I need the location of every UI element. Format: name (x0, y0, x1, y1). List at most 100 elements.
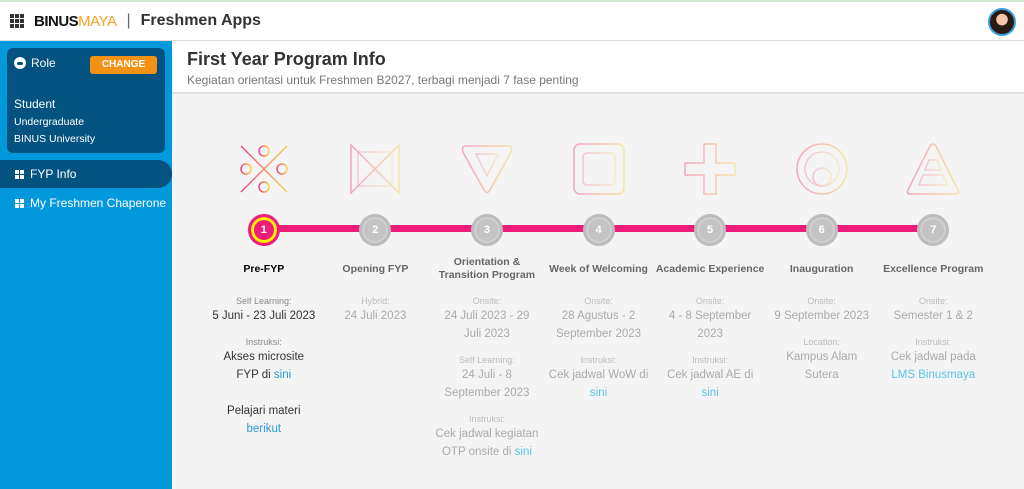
triangle-down-icon (461, 145, 513, 194)
phase-4: 4 Week of Welcoming Onsite: 28 Agustus - 2 … (543, 140, 655, 461)
section-value: 5 Juni - 23 Juli 2023 (208, 307, 319, 325)
step-marker[interactable]: 6 (805, 214, 838, 246)
phase-name: Opening FYP (342, 262, 409, 275)
dashboard-icon (15, 169, 24, 179)
section-text: 24 Juli 2023 - 29 Juli 2023 (444, 310, 530, 340)
nested-circles-icon (795, 143, 848, 195)
phase-6: 6 Inauguration Onsite: 9 September 2023 Loca… (766, 140, 878, 461)
x-circles-icon (240, 145, 288, 193)
phase-1: 1 Pre-FYP Self Learning: 5 Juni - 23 Juli 2… (208, 140, 320, 461)
section-link[interactable]: sini (514, 446, 532, 458)
section-label: Self Learning: (236, 296, 292, 306)
section-label: Location: (803, 337, 840, 347)
section-value: Cek jadwal kegiatan OTP onsite di sini (431, 425, 543, 461)
step-marker[interactable]: 5 (694, 214, 727, 246)
phase-7: 7 Excellence Program Onsite: Semester 1 & 2… (877, 140, 989, 461)
section-value: 24 Juli 2023 - 29 Juli 2023 (431, 307, 543, 343)
sidebar: Role CHANGE Student Undergraduate BINUS … (0, 41, 172, 489)
phase-section: Onsite: Semester 1 & 2 (890, 288, 977, 325)
phase-title: Orientation & Transition Program (431, 254, 543, 284)
step-marker[interactable]: 7 (917, 214, 950, 246)
section-value: 24 Juli 2023 (340, 307, 410, 325)
grid-square-icon (572, 143, 625, 195)
phase-section: Onsite: 28 Agustus - 2 September 2023 (543, 288, 655, 343)
step-marker[interactable]: 4 (582, 214, 615, 246)
step-marker[interactable]: 3 (470, 214, 503, 246)
step-marker[interactable]: 1 (247, 214, 280, 246)
section-value: 28 Agustus - 2 September 2023 (543, 307, 655, 343)
role-value: Student (14, 97, 56, 111)
section-text: Akses microsite FYP di (223, 351, 305, 381)
section-text: Cek jadwal AE di (666, 369, 754, 381)
sidebar-item-label: FYP Info (30, 167, 77, 181)
section-label: Instruksi: (692, 355, 729, 365)
step-marker[interactable]: 2 (359, 214, 392, 246)
section-value: 4 - 8 September 2023 (654, 307, 766, 343)
phase-name: Inauguration (789, 262, 854, 275)
phase-name: Week of Welcoming (549, 262, 648, 275)
app-grid-icon[interactable] (10, 14, 24, 28)
section-label: Onsite: (695, 296, 725, 306)
phase-section: Location: Kampus Alam Sutera (766, 329, 878, 384)
phase-section: Hybrid: 24 Juli 2023 (340, 288, 410, 325)
section-text: 5 Juni - 23 Juli 2023 (212, 310, 316, 322)
dashboard-icon (15, 198, 24, 208)
phase-name: Excellence Program (883, 262, 984, 275)
role-box: Role CHANGE Student Undergraduate BINUS … (7, 48, 165, 153)
role-label: Role (31, 56, 56, 70)
section-text: 24 Juli - 8 September 2023 (444, 369, 530, 399)
section-link[interactable]: sini (589, 387, 608, 399)
section-text: 24 Juli 2023 (344, 310, 407, 322)
section-label: Onsite: (472, 296, 502, 306)
phase-section: Instruksi: Cek jadwal AE di sini (654, 347, 766, 402)
section-link[interactable]: sini (701, 387, 719, 399)
phase-name: Orientation & Transition Program (438, 256, 536, 281)
section-value: 9 September 2023 (770, 307, 873, 325)
section-text: Cek jadwal kegiatan OTP onsite di (435, 428, 539, 458)
section-label: Hybrid: (361, 296, 390, 306)
section-label: Instruksi: (245, 337, 282, 347)
phase-section: Self Learning: 24 Juli - 8 September 2023 (431, 347, 543, 402)
phase-title: Academic Experience (656, 254, 765, 284)
phase-name: Pre-FYP (243, 262, 285, 275)
pyramid-icon (906, 143, 960, 195)
section-label: Self Learning: (459, 355, 515, 365)
phase-title: Week of Welcoming (549, 254, 648, 284)
phase-section: Onsite: 24 Juli 2023 - 29 Juli 2023 (431, 288, 543, 343)
phase-name: Academic Experience (655, 262, 765, 275)
plus-icon (684, 143, 736, 195)
section-link[interactable]: sini (273, 369, 292, 381)
section-label: Onsite: (807, 296, 836, 306)
phase-3: 3 Orientation & Transition Program Onsite:… (431, 140, 543, 461)
phase-section: Instruksi: Cek jadwal WoW di sini (543, 347, 655, 402)
section-link[interactable]: LMS Binusmaya (891, 369, 976, 381)
section-value: Pelajari materi berikut (208, 402, 320, 438)
section-text: 9 September 2023 (774, 310, 869, 322)
section-label: Instruksi: (468, 414, 505, 424)
section-value: 24 Juli - 8 September 2023 (431, 366, 543, 402)
phase-section: Instruksi: Cek jadwal pada LMS Binusmaya (877, 329, 989, 384)
role-institution: BINUS University (14, 133, 96, 145)
top-bar: BINUSMAYA | Freshmen Apps (0, 0, 1024, 41)
phase-title: Opening FYP (342, 254, 408, 284)
sidebar-item-fyp-info[interactable]: FYP Info (0, 160, 172, 188)
bowtie-icon (350, 143, 401, 195)
page-header: First Year Program Info Kegiatan orienta… (172, 41, 1024, 94)
section-text: Cek jadwal pada (890, 351, 976, 363)
section-text: Cek jadwal WoW di (548, 369, 649, 381)
change-role-button[interactable]: CHANGE (90, 56, 157, 74)
section-value: Akses microsite FYP di sini (208, 348, 320, 384)
binusmaya-logo[interactable]: BINUSMAYA (34, 12, 117, 30)
sidebar-item-my-freshmen-chaperone[interactable]: My Freshmen Chaperone (0, 189, 172, 217)
avatar[interactable] (988, 8, 1016, 36)
section-text: 4 - 8 September 2023 (668, 310, 752, 340)
section-label: Instruksi: (915, 337, 952, 347)
section-value: Cek jadwal WoW di sini (543, 366, 655, 402)
section-link[interactable]: berikut (246, 423, 282, 435)
section-value: Cek jadwal AE di sini (654, 366, 766, 402)
page-title: First Year Program Info (187, 49, 386, 69)
section-label: Onsite: (919, 296, 948, 306)
phase-2: 2 Opening FYP Hybrid: 24 Juli 2023 (320, 140, 432, 461)
page-subtitle: Kegiatan orientasi untuk Freshmen B2027,… (187, 73, 579, 87)
section-label: Instruksi: (580, 355, 617, 365)
